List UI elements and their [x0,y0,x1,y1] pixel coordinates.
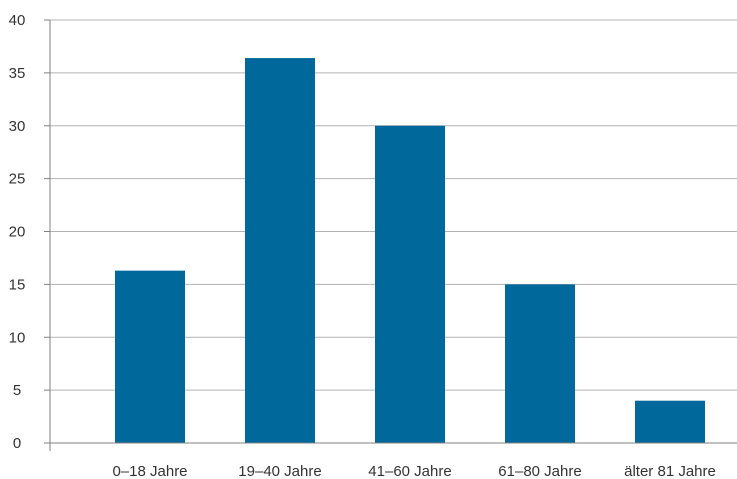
bar-0 [115,270,185,443]
y-tick-label-35: 35 [9,65,26,82]
y-tick-label-10: 10 [9,329,26,346]
y-tick-label-15: 15 [9,276,26,293]
axes [44,20,737,451]
bars [115,58,705,443]
x-category-label-3: 61–80 Jahre [498,463,581,479]
y-tick-label-40: 40 [9,12,26,29]
y-axis-tick-labels: 0 5 10 15 20 25 30 35 40 [9,12,26,452]
x-category-label-1: 19–40 Jahre [238,463,321,479]
y-tick-label-20: 20 [9,224,26,241]
bar-2 [375,125,445,443]
x-axis-category-labels: 0–18 Jahre 19–40 Jahre 41–60 Jahre 61–80 Ja… [112,463,715,479]
y-tick-label-25: 25 [9,171,26,188]
bar-4 [635,400,705,443]
x-category-label-4: älter 81 Jahre [624,463,716,479]
x-category-label-0: 0–18 Jahre [112,463,187,479]
bar-1 [245,58,315,443]
y-tick-label-5: 5 [13,382,21,399]
y-tick-label-0: 0 [13,435,21,452]
x-category-label-2: 41–60 Jahre [368,463,451,479]
bar-3 [505,284,575,443]
y-tick-label-30: 30 [9,118,26,135]
